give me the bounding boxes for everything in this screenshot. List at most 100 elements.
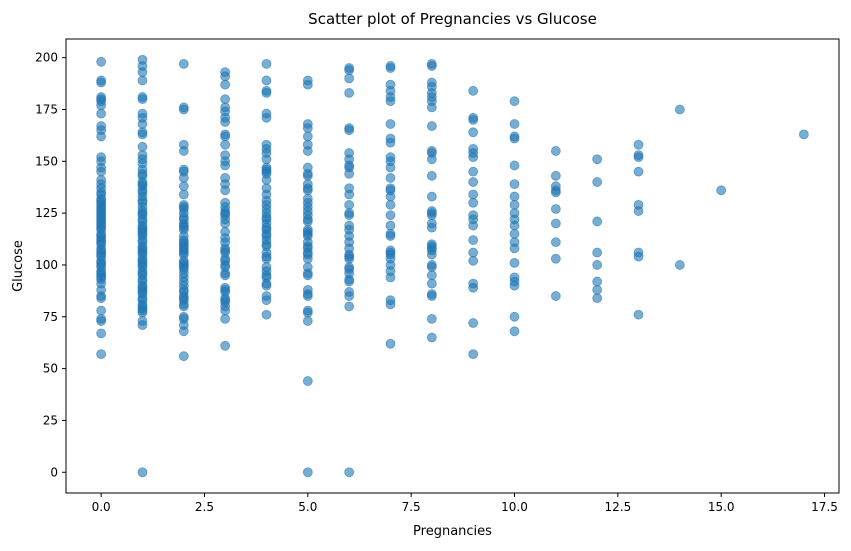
data-point: [468, 85, 479, 96]
data-point: [468, 114, 479, 125]
data-point: [302, 79, 313, 90]
data-point: [509, 96, 520, 107]
y-tick-label: 125: [35, 206, 58, 220]
data-point: [592, 284, 603, 295]
data-point: [592, 177, 603, 187]
data-point: [426, 121, 437, 131]
data-point: [261, 309, 272, 320]
data-point: [633, 139, 644, 150]
data-point: [550, 170, 561, 181]
y-tick-label: 75: [43, 310, 58, 324]
data-point: [220, 218, 231, 229]
data-point: [592, 154, 603, 165]
data-point: [550, 237, 561, 248]
x-tick-label: 7.5: [402, 500, 421, 514]
data-point: [344, 65, 355, 75]
data-point: [344, 125, 355, 136]
data-point: [385, 162, 396, 173]
data-point: [302, 216, 313, 227]
data-point: [344, 276, 355, 287]
data-point: [137, 307, 148, 318]
data-point: [96, 56, 107, 67]
data-point: [302, 270, 313, 281]
data-point: [96, 108, 107, 119]
data-point: [137, 129, 148, 140]
data-point: [385, 199, 396, 210]
data-point: [220, 117, 231, 127]
data-point: [426, 270, 437, 281]
data-point: [385, 272, 396, 283]
data-point: [302, 253, 313, 264]
y-tick-label: 100: [35, 258, 58, 272]
y-tick-label: 175: [35, 102, 58, 116]
data-point: [550, 253, 561, 264]
data-point: [261, 112, 272, 123]
data-point: [426, 102, 437, 113]
data-point: [468, 189, 479, 200]
data-point: [261, 154, 272, 165]
data-point: [385, 96, 396, 107]
data-point: [261, 175, 272, 185]
data-point: [302, 146, 313, 156]
data-point: [137, 467, 148, 478]
data-point: [468, 349, 479, 360]
data-point: [468, 318, 479, 328]
data-point: [344, 467, 355, 478]
data-point: [385, 210, 396, 221]
data-point: [344, 189, 355, 200]
data-point: [592, 247, 603, 258]
data-point: [344, 73, 355, 84]
data-point: [509, 228, 520, 239]
data-point: [509, 311, 520, 322]
data-point: [344, 253, 355, 264]
data-point: [261, 88, 272, 98]
data-point: [302, 131, 313, 142]
data-point: [426, 222, 437, 233]
data-point: [468, 152, 479, 163]
data-point: [426, 313, 437, 324]
data-point: [468, 177, 479, 187]
data-point: [509, 243, 520, 254]
data-point: [178, 181, 189, 192]
data-point: [344, 291, 355, 301]
x-tick-label: 5.0: [298, 500, 317, 514]
data-point: [468, 127, 479, 138]
y-tick-label: 150: [35, 154, 58, 168]
data-point: [468, 247, 479, 258]
data-point: [302, 376, 313, 386]
data-point: [426, 154, 437, 165]
data-point: [426, 291, 437, 301]
data-point: [178, 146, 189, 156]
data-point: [220, 131, 231, 142]
data-point: [178, 301, 189, 312]
data-point: [633, 166, 644, 177]
data-point: [592, 260, 603, 270]
data-point: [798, 129, 809, 140]
data-point: [426, 61, 437, 71]
data-point: [178, 172, 189, 183]
data-point: [509, 199, 520, 210]
data-point: [302, 123, 313, 134]
data-point: [302, 307, 313, 318]
data-point: [509, 220, 520, 231]
data-point: [509, 280, 520, 291]
data-point: [302, 467, 313, 478]
data-point: [509, 326, 520, 337]
data-point: [633, 309, 644, 320]
data-point: [385, 338, 396, 349]
data-point: [385, 63, 396, 73]
data-point: [426, 191, 437, 202]
y-axis-label: Glucose: [11, 240, 26, 292]
data-point: [220, 185, 231, 196]
x-tick-label: 15.0: [708, 500, 735, 514]
data-point: [96, 349, 107, 360]
data-point: [633, 251, 644, 262]
data-point: [261, 280, 272, 291]
data-point: [426, 278, 437, 289]
data-point: [96, 316, 107, 326]
data-point: [261, 58, 272, 69]
data-point: [550, 218, 561, 229]
data-point: [385, 119, 396, 129]
data-point: [468, 197, 479, 208]
x-tick-label: 10.0: [501, 500, 528, 514]
